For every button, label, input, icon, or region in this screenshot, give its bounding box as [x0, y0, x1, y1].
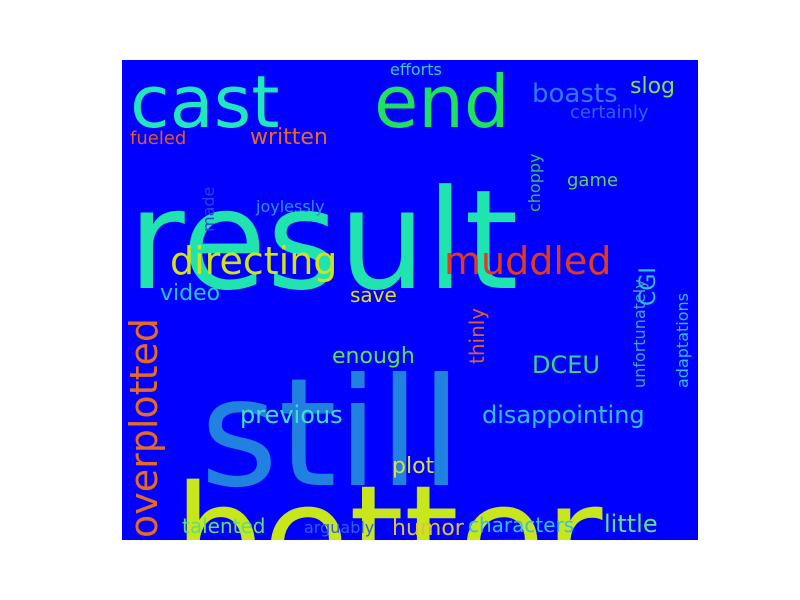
word-adaptations: adaptations	[673, 293, 692, 388]
word-cloud-background	[122, 60, 698, 540]
word-certainly: certainly	[570, 102, 649, 123]
word-dceu: DCEU	[532, 351, 600, 379]
word-made: made	[199, 187, 218, 232]
word-enough: enough	[332, 344, 415, 369]
word-plot: plot	[392, 454, 435, 479]
word-joylessly: joylessly	[255, 197, 325, 216]
word-video: video	[160, 281, 220, 306]
word-save: save	[350, 283, 397, 307]
word-slog: slog	[630, 74, 675, 99]
word-previous: previous	[240, 401, 343, 429]
word-cast: cast	[130, 60, 279, 144]
word-directing: directing	[170, 239, 337, 283]
word-game: game	[567, 170, 618, 191]
word-still: still	[200, 347, 462, 521]
word-characters: characters	[468, 513, 574, 537]
word-cloud: result still better cast end directing muddled…	[122, 60, 698, 540]
word-written: written	[250, 125, 328, 150]
word-boasts: boasts	[532, 79, 618, 109]
word-talented: talented	[182, 514, 265, 538]
word-result: result	[128, 160, 518, 321]
word-humor: humor	[392, 516, 465, 540]
word-end: end	[374, 60, 510, 144]
word-cgi: CGI	[636, 267, 661, 306]
word-choppy: choppy	[525, 153, 544, 212]
word-better: better	[174, 456, 603, 540]
word-thinly: thinly	[465, 308, 489, 364]
word-efforts: efforts	[390, 60, 442, 79]
word-arguably: arguably	[304, 518, 374, 537]
word-unfortunately: unfortunately	[630, 279, 649, 388]
word-muddled: muddled	[444, 239, 611, 283]
word-disappointing: disappointing	[482, 401, 645, 429]
word-fueled: fueled	[130, 128, 186, 149]
word-overplotted: overplotted	[122, 318, 166, 538]
word-little: little	[604, 510, 658, 538]
